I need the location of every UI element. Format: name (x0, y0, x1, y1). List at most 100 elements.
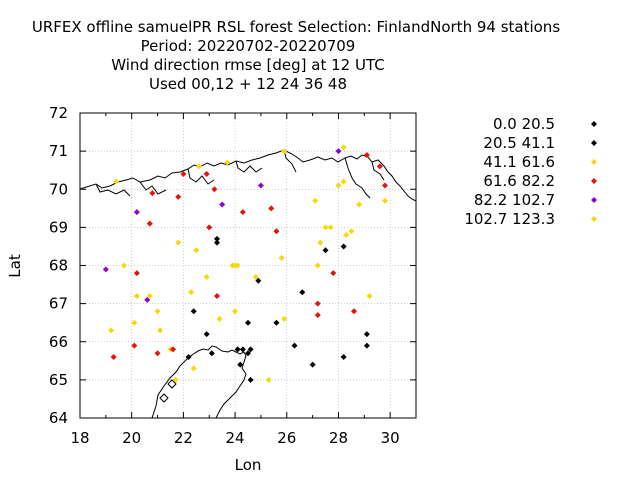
data-point (314, 312, 321, 319)
y-tick-label: 64 (49, 409, 68, 427)
data-point (273, 228, 280, 235)
y-tick-label: 65 (49, 371, 68, 389)
x-tick-label: 18 (70, 429, 89, 447)
data-point (245, 350, 251, 357)
data-point (322, 224, 329, 231)
title-line-2: Period: 20220702-20220709 (141, 37, 356, 55)
data-point (154, 308, 161, 315)
data-point (188, 289, 195, 296)
data-point (237, 361, 244, 368)
y-tick-label: 72 (49, 104, 68, 122)
island-1 (167, 379, 177, 389)
data-point (185, 354, 192, 360)
data-point (206, 224, 213, 231)
title-line-1: URFEX offline samuelPR RSL forest Select… (32, 18, 560, 36)
data-point (190, 308, 197, 315)
data-point (170, 346, 177, 353)
data-point (211, 186, 218, 193)
legend-label: 20.5 41.1 (483, 134, 555, 152)
legend-label: 41.1 61.6 (483, 153, 555, 171)
data-point (113, 178, 120, 185)
grid-lines (79, 112, 416, 419)
data-point (133, 270, 140, 277)
data-point (281, 315, 288, 322)
data-point (146, 220, 153, 227)
data-point (213, 239, 220, 246)
data-point (102, 266, 109, 273)
data-point (172, 376, 179, 383)
x-tick-label: 24 (226, 429, 245, 447)
data-point (340, 144, 347, 151)
data-point (108, 327, 115, 334)
fjord-5 (283, 149, 297, 173)
data-point (133, 209, 140, 216)
data-point (257, 182, 264, 189)
data-point (255, 277, 262, 284)
data-point (335, 148, 342, 155)
x-tick-label: 30 (381, 429, 400, 447)
x-tick-label: 20 (122, 429, 141, 447)
data-point (340, 178, 347, 185)
data-point (363, 342, 370, 349)
data-point (265, 376, 272, 383)
data-point (110, 354, 117, 360)
data-point (343, 232, 350, 238)
y-tick-label: 68 (49, 257, 68, 275)
data-point (216, 315, 223, 322)
data-point (312, 197, 319, 204)
data-point (335, 182, 342, 189)
data-point (131, 319, 138, 326)
x-tick-label: 26 (277, 429, 296, 447)
data-point (309, 361, 316, 368)
fjord-3 (187, 168, 215, 185)
data-point (268, 205, 275, 212)
chart-title: URFEX offline samuelPR RSL forest Select… (32, 18, 560, 93)
data-point (213, 293, 220, 299)
data-point (190, 365, 197, 372)
data-point (330, 270, 337, 277)
x-tick-label: 28 (329, 429, 348, 447)
data-point (131, 342, 138, 349)
data-point (120, 262, 127, 269)
fjord-7 (371, 161, 385, 181)
y-tick-label: 67 (49, 295, 68, 313)
data-point (363, 151, 370, 158)
data-point (234, 262, 241, 269)
data-point (213, 235, 220, 242)
data-point (317, 239, 324, 246)
legend-marker (591, 216, 597, 222)
fjord-1 (95, 183, 131, 197)
data-point (314, 300, 321, 307)
data-point (245, 319, 251, 326)
data-point (273, 319, 280, 326)
data-point (224, 159, 231, 166)
y-axis-label: Lat (6, 254, 24, 278)
data-point (180, 171, 187, 177)
coastline-north (79, 149, 417, 202)
coastline-bothnia (151, 345, 247, 419)
title-line-3: Wind direction rmse [deg] at 12 UTC (111, 56, 384, 74)
legend-label: 0.0 20.5 (493, 115, 555, 133)
island-2 (159, 393, 169, 403)
data-point (340, 354, 347, 360)
data-point (278, 254, 285, 261)
data-point (350, 308, 357, 315)
data-point (281, 148, 288, 155)
fjord-6 (344, 157, 371, 199)
legend-marker (591, 197, 597, 203)
legend-marker (591, 121, 597, 127)
data-point (327, 224, 334, 231)
data-point (234, 346, 241, 353)
data-point (208, 350, 215, 357)
data-point (252, 273, 259, 280)
data-point (322, 247, 329, 254)
fjord-4 (235, 160, 263, 173)
data-points (102, 144, 388, 383)
data-point (239, 209, 246, 216)
legend-label: 102.7 123.3 (464, 210, 555, 228)
data-point (219, 201, 226, 208)
data-point (356, 201, 363, 208)
legend-marker (591, 140, 597, 146)
data-point (314, 262, 321, 269)
data-point (157, 327, 164, 334)
